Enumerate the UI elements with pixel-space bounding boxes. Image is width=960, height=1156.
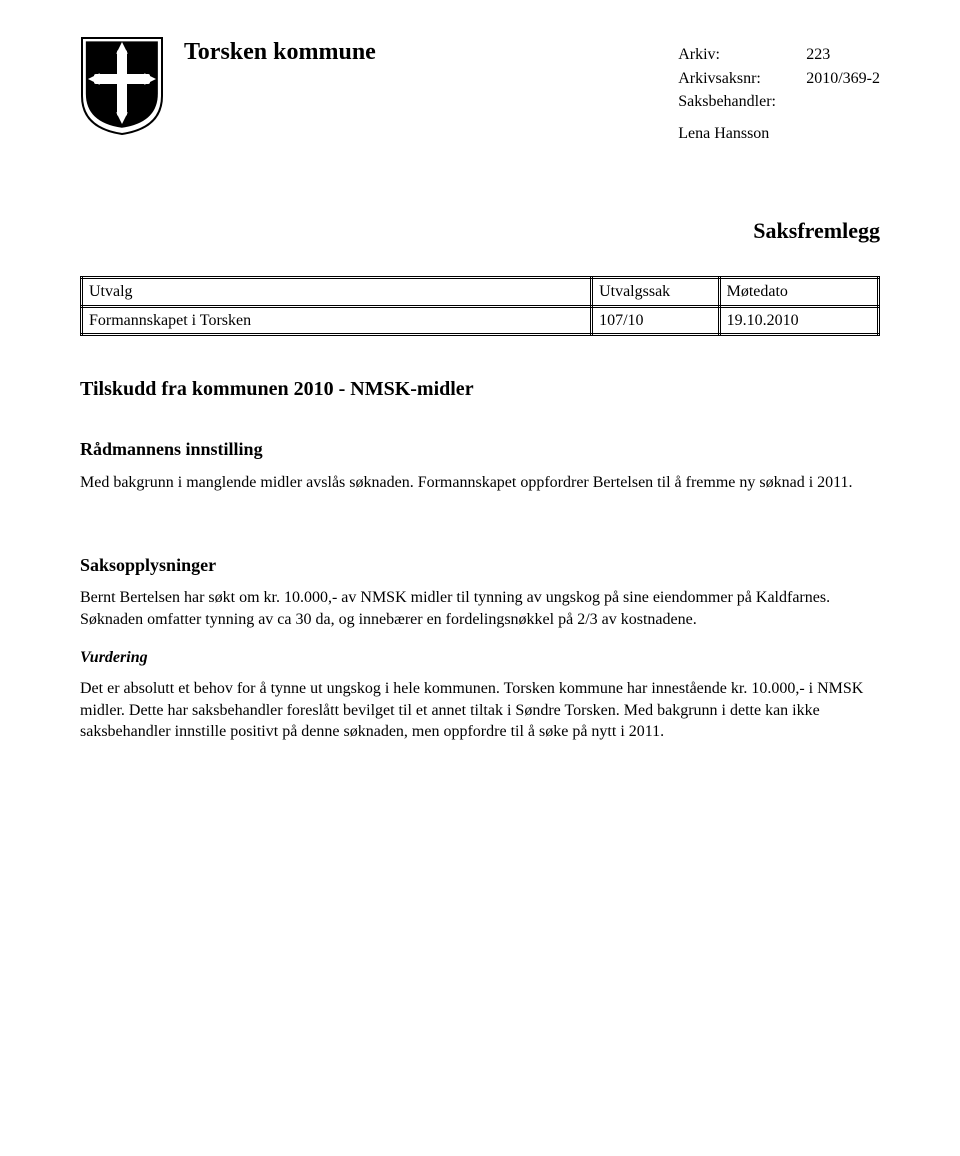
saksbehandler-value: Lena Hansson — [678, 123, 769, 145]
cell-motedato: 19.10.2010 — [719, 306, 878, 335]
saksopplysninger-heading: Saksopplysninger — [80, 553, 880, 577]
case-metadata: Arkiv: 223 Arkivsaksnr: 2010/369-2 Saksb… — [678, 44, 880, 146]
vurdering-heading: Vurdering — [80, 647, 880, 669]
innstilling-text: Med bakgrunn i manglende midler avslås s… — [80, 472, 880, 494]
table-row: Formannskapet i Torsken 107/10 19.10.201… — [82, 306, 879, 335]
innstilling-heading: Rådmannens innstilling — [80, 437, 880, 461]
case-title: Tilskudd fra kommunen 2010 - NMSK-midler — [80, 376, 880, 403]
table-header-row: Utvalg Utvalgssak Møtedato — [82, 278, 879, 307]
organization-name: Torsken kommune — [184, 36, 376, 68]
saksopplysninger-text: Bernt Bertelsen har søkt om kr. 10.000,-… — [80, 587, 880, 630]
col-utvalg: Utvalg — [82, 278, 592, 307]
col-motedato: Møtedato — [719, 278, 878, 307]
saksbehandler-label: Saksbehandler: — [678, 91, 798, 113]
arkivsaksnr-label: Arkivsaksnr: — [678, 68, 798, 90]
col-utvalgssak: Utvalgssak — [592, 278, 720, 307]
arkiv-value: 223 — [806, 44, 830, 66]
cell-utvalgssak: 107/10 — [592, 306, 720, 335]
header-text-block: Torsken kommune Arkiv: 223 Arkivsaksnr: … — [184, 36, 880, 146]
document-type-heading: Saksfremlegg — [80, 216, 880, 246]
vurdering-text: Det er absolutt et behov for å tynne ut … — [80, 678, 880, 743]
municipal-crest-icon — [80, 36, 164, 136]
arkiv-label: Arkiv: — [678, 44, 798, 66]
utvalg-table: Utvalg Utvalgssak Møtedato Formannskapet… — [80, 276, 880, 336]
document-header: Torsken kommune Arkiv: 223 Arkivsaksnr: … — [80, 36, 880, 146]
cell-utvalg: Formannskapet i Torsken — [82, 306, 592, 335]
arkivsaksnr-value: 2010/369-2 — [806, 68, 880, 90]
